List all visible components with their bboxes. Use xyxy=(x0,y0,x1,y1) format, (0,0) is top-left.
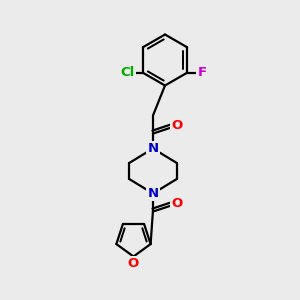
Text: O: O xyxy=(171,197,183,211)
Text: Cl: Cl xyxy=(121,66,135,79)
Text: N: N xyxy=(147,142,159,155)
Text: O: O xyxy=(171,119,183,133)
Text: F: F xyxy=(197,66,207,79)
Text: N: N xyxy=(147,187,159,200)
Text: O: O xyxy=(128,256,139,270)
